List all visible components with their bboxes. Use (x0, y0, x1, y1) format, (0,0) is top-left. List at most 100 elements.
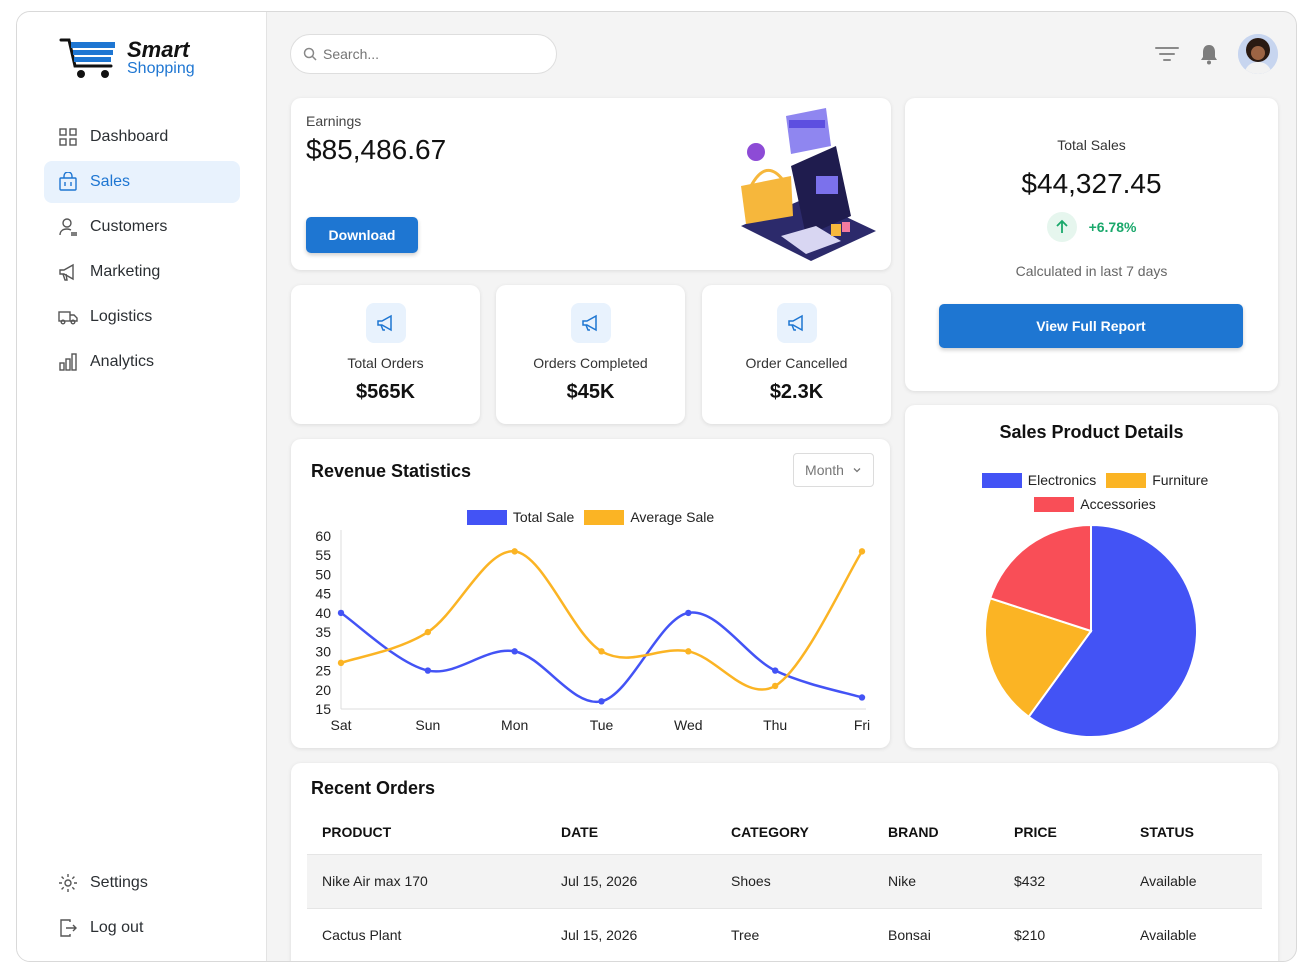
legend-swatch (1106, 472, 1147, 488)
legend-swatch (981, 472, 1022, 488)
data-point (424, 628, 432, 636)
table-cell: Available (1125, 908, 1262, 961)
sidebar-item-logout[interactable]: Log out (44, 907, 240, 949)
logout-icon (60, 919, 77, 937)
order-cancelled-card: Order Cancelled $2.3K (702, 285, 891, 424)
revenue-title: Revenue Statistics (311, 461, 472, 481)
column-header[interactable]: PRODUCT (307, 810, 546, 855)
app-window: Smart Shopping Dashboard Sales Customers… (16, 11, 1297, 962)
data-point (337, 609, 345, 617)
data-point (685, 609, 692, 617)
bell-icon[interactable] (1198, 43, 1220, 65)
calculation-note: Calculated in last 7 days (1015, 263, 1168, 279)
column-header[interactable]: DATE (546, 810, 716, 855)
column-header[interactable]: PRICE (999, 810, 1125, 855)
megaphone-icon (570, 303, 611, 343)
total-orders-card: Total Orders $565K (291, 285, 480, 424)
stat-value: $2.3K (769, 381, 824, 403)
legend-swatch (1034, 496, 1075, 512)
sidebar-item-marketing[interactable]: Marketing (44, 251, 240, 293)
sidebar-item-analytics[interactable]: Analytics (44, 341, 240, 383)
sidebar-item-customers[interactable]: Customers (44, 206, 240, 248)
bar-chart-icon (59, 353, 77, 371)
legend-total-sale: Total Sale (466, 509, 574, 525)
data-point (771, 667, 779, 674)
x-tick-label: Wed (674, 717, 703, 733)
stat-value: $45K (566, 381, 615, 403)
legend-accessories: Accessories (1034, 496, 1156, 512)
stat-value: $565K (356, 381, 415, 403)
sidebar-nav: Dashboard Sales Customers Marketing Logi… (44, 116, 240, 386)
change-value: +6.78% (1088, 219, 1137, 235)
y-tick-label: 50 (315, 566, 331, 582)
sidebar-item-settings[interactable]: Settings (44, 862, 240, 904)
x-tick-label: Tue (590, 717, 614, 733)
earnings-label: Earnings (306, 113, 362, 129)
view-full-report-button[interactable]: View Full Report (939, 304, 1243, 348)
column-header[interactable]: STATUS (1125, 810, 1262, 855)
sidebar-item-label: Settings (90, 874, 148, 891)
sidebar-item-dashboard[interactable]: Dashboard (44, 116, 240, 158)
stat-label: Orders Completed (533, 355, 648, 371)
shop-bag-icon (59, 172, 77, 191)
y-tick-label: 45 (315, 586, 331, 602)
search-input[interactable] (323, 46, 523, 62)
table-row[interactable]: Cactus Plant Jul 15, 2026 Tree Bonsai $2… (307, 908, 1262, 961)
column-header[interactable]: CATEGORY (716, 810, 873, 855)
sidebar-item-label: Log out (90, 919, 144, 936)
pie-slice-furniture[interactable] (984, 596, 1093, 719)
pie-slice-electronics[interactable] (1027, 523, 1198, 738)
grid-icon (59, 128, 77, 146)
pie-legend: Electronics Furniture Accessories (955, 472, 1235, 512)
user-icon (59, 218, 77, 236)
column-header[interactable]: BRAND (873, 810, 999, 855)
recent-orders-title: Recent Orders (311, 778, 436, 798)
data-point (511, 548, 518, 555)
arrow-up-icon (1046, 212, 1077, 242)
brand-logo[interactable]: Smart Shopping (59, 34, 195, 82)
search-bar[interactable] (290, 34, 557, 74)
table-cell: Jul 15, 2026 (546, 854, 716, 909)
y-tick-label: 40 (315, 605, 331, 621)
x-tick-label: Thu (763, 717, 787, 733)
table-cell: $432 (999, 854, 1125, 909)
header-actions (1154, 34, 1278, 74)
pie-slice-accessories[interactable] (988, 523, 1092, 633)
legend-label: Average Sale (630, 509, 715, 525)
sidebar-item-logistics[interactable]: Logistics (44, 296, 240, 338)
y-tick-label: 35 (315, 624, 331, 640)
period-select[interactable]: Month (793, 453, 874, 487)
earnings-card: Earnings $85,486.67 Download (291, 98, 891, 270)
series-line-total-sale (340, 611, 863, 703)
brand-name: Smart (127, 37, 190, 62)
sidebar-item-label: Sales (90, 173, 131, 190)
search-icon (303, 47, 317, 61)
sidebar-bottom-nav: Settings Log out (44, 862, 240, 952)
megaphone-icon (59, 263, 74, 281)
pie-title: Sales Product Details (999, 422, 1184, 442)
table-cell: Bonsai (873, 908, 999, 961)
table-cell: Cactus Plant (307, 908, 546, 961)
legend-label: Accessories (1080, 496, 1156, 512)
shopping-cart-icon (59, 38, 115, 78)
sidebar-item-label: Marketing (90, 263, 161, 280)
table-cell: $210 (999, 908, 1125, 961)
filter-icon[interactable] (1154, 44, 1180, 64)
legend-label: Furniture (1152, 472, 1209, 488)
avatar[interactable] (1238, 34, 1278, 74)
x-tick-label: Sun (415, 717, 440, 733)
sidebar-item-sales[interactable]: Sales (44, 161, 240, 203)
revenue-legend: Total Sale Average Sale (291, 509, 890, 525)
download-button[interactable]: Download (306, 217, 418, 253)
megaphone-icon (776, 303, 817, 343)
y-tick-label: 30 (315, 643, 331, 659)
y-tick-label: 20 (315, 682, 331, 698)
sidebar-item-label: Dashboard (90, 128, 169, 145)
chevron-down-icon (853, 468, 861, 473)
sales-pie-chart (984, 523, 1198, 738)
y-tick-label: 55 (315, 547, 331, 563)
y-tick-label: 25 (315, 663, 331, 679)
table-row[interactable]: Nike Air max 170 Jul 15, 2026 Shoes Nike… (307, 854, 1262, 909)
data-point (511, 648, 518, 655)
